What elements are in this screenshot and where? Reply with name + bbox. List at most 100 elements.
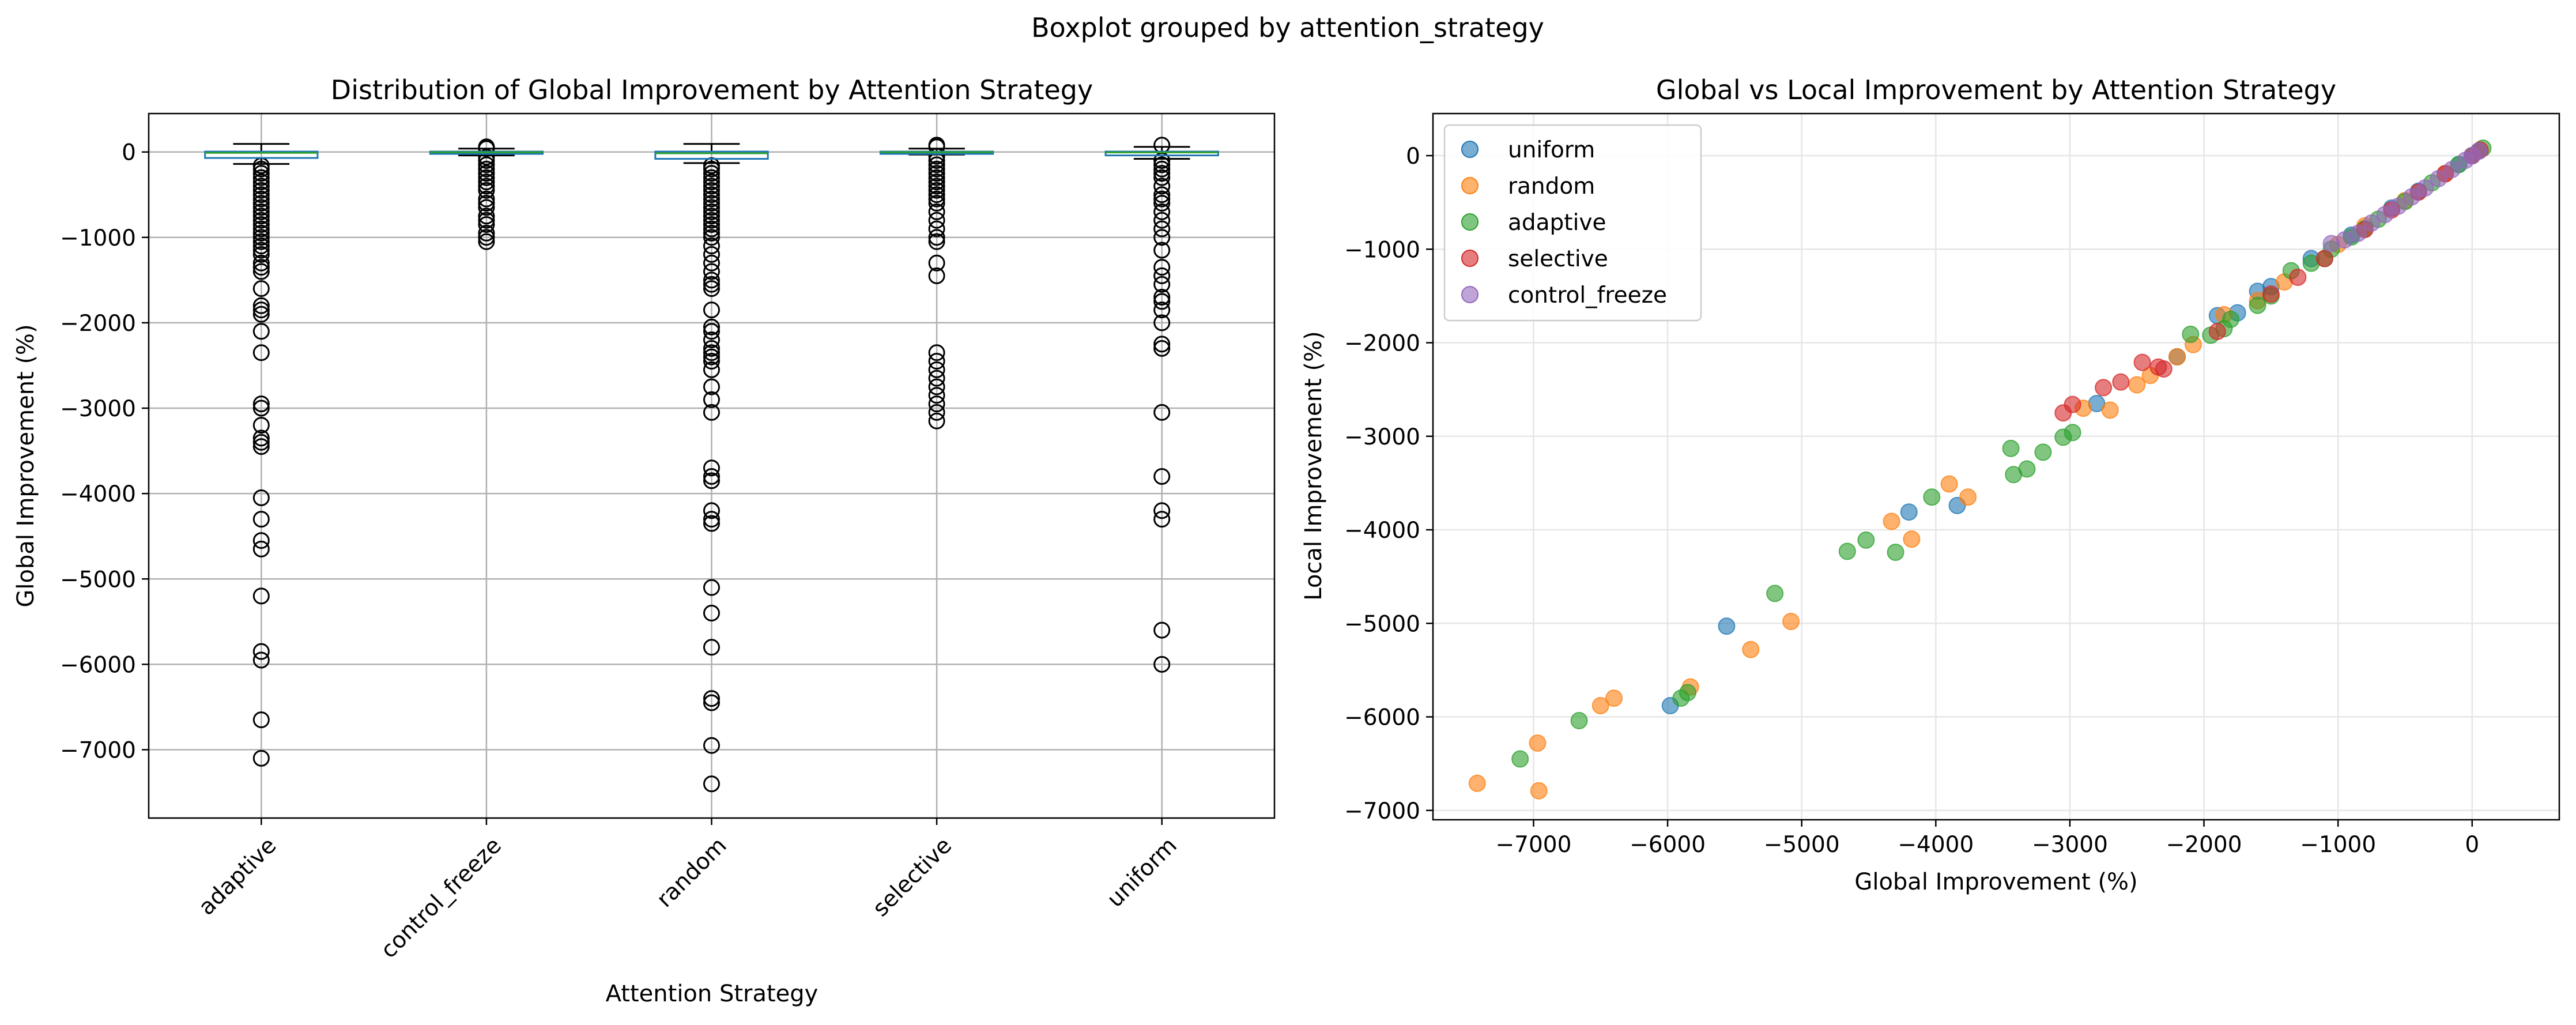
scatter-point bbox=[2443, 161, 2461, 179]
box-outlier bbox=[252, 220, 270, 238]
box-outlier bbox=[928, 173, 945, 190]
box-outlier bbox=[252, 511, 270, 528]
scatter-y-tick-label: −5000 bbox=[1344, 611, 1420, 637]
box-outlier bbox=[703, 208, 720, 225]
box-outlier bbox=[703, 468, 720, 485]
scatter-panel: Global vs Local Improvement by Attention… bbox=[1300, 74, 2560, 895]
scatter-point bbox=[2403, 188, 2421, 206]
box-outlier bbox=[703, 391, 720, 408]
box-outlier bbox=[703, 472, 720, 489]
box-outlier bbox=[478, 208, 495, 225]
box-outlier bbox=[928, 267, 945, 284]
boxplot-x-ticks: adaptive control_freeze random selective uni… bbox=[194, 818, 1182, 963]
scatter-point bbox=[1530, 782, 1548, 800]
box-outlier bbox=[252, 400, 270, 417]
scatter-y-tick-label: −6000 bbox=[1344, 705, 1420, 731]
box-outlier bbox=[1153, 288, 1171, 306]
box-outlier bbox=[1153, 186, 1171, 204]
box-outlier bbox=[478, 224, 495, 242]
scatter-y-ticks: 0 −1000 −2000 −3000 −4000 −5000 −6000 −7000 bbox=[1344, 144, 1433, 824]
box-outlier bbox=[703, 276, 720, 293]
box-outlier bbox=[252, 229, 270, 246]
scatter-x-tick-label: −7000 bbox=[1495, 832, 1571, 858]
box-outlier bbox=[703, 323, 720, 340]
box-outlier bbox=[928, 190, 945, 208]
scatter-point bbox=[2112, 373, 2130, 391]
box-outlier bbox=[928, 160, 945, 178]
box-outlier bbox=[252, 438, 270, 455]
boxplot-y-tick-label: −1000 bbox=[60, 225, 136, 251]
box-outlier bbox=[1153, 511, 1171, 528]
box-outlier bbox=[928, 370, 945, 387]
scatter-point bbox=[2101, 401, 2119, 419]
box-outlier bbox=[703, 199, 720, 216]
box-outlier bbox=[1153, 220, 1171, 238]
boxplot-category-label: adaptive bbox=[194, 832, 281, 920]
scatter-point bbox=[2182, 325, 2200, 343]
box-outlier bbox=[252, 165, 270, 182]
box-outlier bbox=[703, 254, 720, 272]
scatter-point bbox=[1591, 697, 1609, 715]
scatter-point bbox=[2064, 395, 2081, 413]
box-outlier bbox=[252, 246, 270, 263]
scatter-point bbox=[1857, 531, 1875, 549]
scatter-title: Global vs Local Improvement by Attention… bbox=[1656, 74, 2336, 105]
box-outlier bbox=[703, 515, 720, 532]
boxplot-x-axis-label: Attention Strategy bbox=[606, 981, 819, 1007]
box-outlier bbox=[1153, 293, 1171, 310]
box-outlier bbox=[928, 229, 945, 246]
scatter-point bbox=[1883, 512, 1900, 530]
boxplot-marks bbox=[204, 137, 1219, 793]
box-outlier bbox=[478, 233, 495, 250]
box-adaptive bbox=[204, 143, 319, 767]
scatter-point bbox=[1679, 684, 1696, 702]
box-outlier bbox=[478, 178, 495, 195]
scatter-x-tick-label: −4000 bbox=[1898, 832, 1974, 858]
box-outlier bbox=[703, 775, 720, 793]
box-outlier bbox=[252, 203, 270, 220]
box-outlier bbox=[252, 263, 270, 280]
box-outlier bbox=[928, 344, 945, 361]
boxplot-y-tick-label: −2000 bbox=[60, 311, 136, 337]
box-outlier bbox=[252, 254, 270, 272]
scatter-point bbox=[2389, 197, 2407, 215]
box-outlier bbox=[478, 199, 495, 216]
scatter-y-tick-label: −1000 bbox=[1344, 237, 1420, 263]
box-outlier bbox=[252, 186, 270, 204]
box-outlier bbox=[703, 694, 720, 711]
box-outlier bbox=[928, 378, 945, 395]
boxplot-category-label: uniform bbox=[1102, 832, 1182, 913]
box-outlier bbox=[478, 216, 495, 233]
box-outlier bbox=[703, 238, 720, 255]
box-outlier bbox=[703, 263, 720, 280]
legend-marker bbox=[1461, 250, 1479, 267]
box-outlier bbox=[703, 378, 720, 395]
box-outlier bbox=[252, 169, 270, 186]
scatter-point bbox=[2349, 224, 2367, 242]
scatter-x-tick-label: −2000 bbox=[2166, 832, 2242, 858]
box-outlier bbox=[703, 216, 720, 233]
scatter-x-tick-label: −1000 bbox=[2300, 832, 2376, 858]
box-outlier bbox=[703, 212, 720, 229]
box-outlier bbox=[252, 749, 270, 767]
boxplot-category-label: control_freeze bbox=[376, 832, 507, 963]
boxplot-category-label: random bbox=[652, 832, 732, 913]
scatter-y-tick-label: −7000 bbox=[1344, 798, 1420, 824]
scatter-point bbox=[1959, 488, 1977, 506]
box-outlier bbox=[1153, 302, 1171, 319]
scatter-point bbox=[1766, 585, 1784, 602]
box-outlier bbox=[252, 259, 270, 276]
box-outlier bbox=[1153, 190, 1171, 208]
box-outlier bbox=[252, 242, 270, 259]
box-outlier bbox=[928, 412, 945, 429]
boxplot-y-ticks: 0 −1000 −2000 −3000 −4000 −5000 −6000 −7000 bbox=[60, 140, 149, 764]
box-outlier bbox=[252, 306, 270, 323]
box-outlier bbox=[252, 195, 270, 212]
box-outlier bbox=[703, 190, 720, 208]
scatter-point bbox=[2430, 169, 2447, 187]
scatter-x-tick-label: 0 bbox=[2465, 832, 2479, 858]
scatter-legend: uniform random adaptive selective control_fr… bbox=[1443, 124, 1702, 322]
box-outlier bbox=[252, 216, 270, 233]
scatter-point bbox=[1468, 774, 1486, 792]
legend-frame bbox=[1443, 124, 1702, 322]
